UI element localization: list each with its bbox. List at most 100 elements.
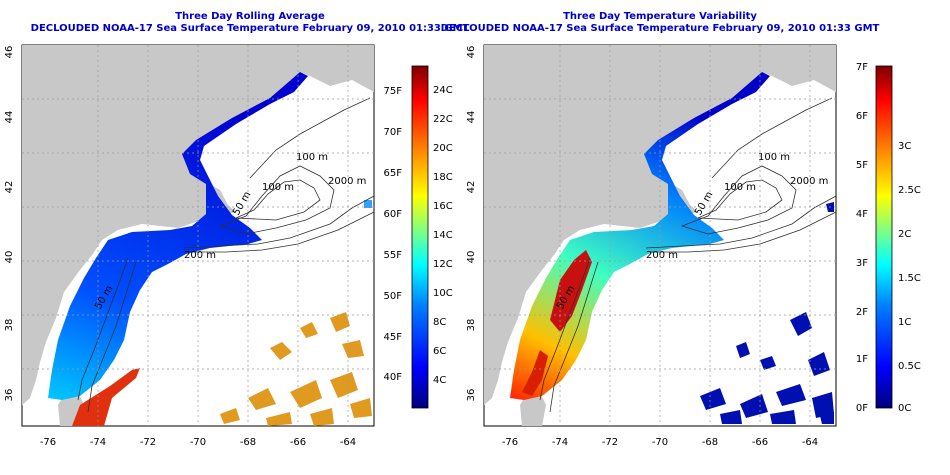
right-colorbar-label-c: 3C bbox=[898, 141, 911, 152]
left-colorbar-label-c: 24C bbox=[433, 85, 453, 96]
left-graticule bbox=[22, 45, 374, 426]
right-map: 100 m 2000 m 100 m 200 m 50 m 50 m -76 -… bbox=[466, 44, 921, 448]
left-warm-gulf-stream bbox=[72, 368, 140, 426]
right-x-tick: -70 bbox=[652, 437, 668, 448]
left-x-axis: -76 -74 -72 -70 -68 -66 -64 bbox=[40, 437, 356, 448]
right-colorbar-label-c: 1.5C bbox=[898, 273, 921, 284]
right-high-variability-core bbox=[550, 250, 592, 332]
left-land-nova-scotia bbox=[22, 45, 374, 405]
left-y-tick: 42 bbox=[4, 181, 15, 194]
right-colorbar-label-f: 5F bbox=[856, 160, 868, 171]
right-y-tick: 40 bbox=[466, 251, 477, 264]
right-colorbar-label-f: 0F bbox=[856, 403, 868, 414]
left-sst-coastal-band bbox=[48, 72, 308, 400]
right-colorbar-label-c: 0C bbox=[898, 403, 911, 414]
right-contour-label-4: 200 m bbox=[646, 250, 678, 261]
left-y-tick: 40 bbox=[4, 251, 15, 264]
right-bathymetry-contours bbox=[539, 97, 837, 413]
right-colorbar-label-c: 1C bbox=[898, 317, 911, 328]
right-colorbar-label-f: 2F bbox=[856, 307, 868, 318]
left-colorbar-label-f: 45F bbox=[384, 332, 403, 343]
right-colorbar-label-f: 7F bbox=[856, 62, 868, 73]
right-map-title-line1: Three Day Temperature Variability bbox=[563, 11, 757, 22]
left-colorbar-label-f: 40F bbox=[384, 372, 403, 383]
left-sst-offshore-patch bbox=[364, 200, 372, 208]
right-y-tick: 42 bbox=[466, 181, 477, 194]
left-contour-label-4: 200 m bbox=[184, 250, 216, 261]
right-x-tick: -66 bbox=[752, 437, 768, 448]
right-x-tick: -72 bbox=[602, 437, 618, 448]
left-colorbar-label-c: 18C bbox=[433, 172, 453, 183]
left-colorbar-label-f: 55F bbox=[384, 250, 403, 261]
left-y-axis: 36 38 40 42 44 46 bbox=[4, 46, 15, 402]
right-contour-label-3: 100 m bbox=[724, 182, 756, 193]
left-colorbar bbox=[411, 65, 429, 409]
right-colorbar-label-f: 1F bbox=[856, 354, 868, 365]
right-offshore-scatter bbox=[700, 202, 834, 424]
left-x-tick: -68 bbox=[240, 437, 256, 448]
right-colorbar-fahrenheit-labels: 7F 6F 5F 4F 3F 2F 1F 0F bbox=[856, 62, 868, 414]
left-y-tick: 44 bbox=[4, 111, 15, 124]
right-x-axis: -76 -74 -72 -70 -68 -66 -64 bbox=[502, 437, 818, 448]
left-colorbar-label-f: 60F bbox=[384, 209, 403, 220]
left-colorbar-label-c: 14C bbox=[433, 230, 453, 241]
right-colorbar bbox=[875, 65, 893, 409]
right-x-tick: -64 bbox=[802, 437, 818, 448]
left-x-tick: -74 bbox=[90, 437, 106, 448]
left-map: 100 m 2000 m 100 m 200 m 50 m 50 m -76 -… bbox=[4, 44, 453, 448]
right-contour-label-2: 2000 m bbox=[790, 176, 828, 187]
left-map-title: Three Day Rolling Average DECLOUDED NOAA… bbox=[20, 11, 480, 35]
left-colorbar-label-c: 4C bbox=[433, 375, 446, 386]
left-y-tick: 36 bbox=[4, 389, 15, 402]
left-colorbar-label-c: 20C bbox=[433, 143, 453, 154]
right-colorbar-label-c: 0.5C bbox=[898, 361, 921, 372]
left-colorbar-label-c: 12C bbox=[433, 259, 453, 270]
left-colorbar-celsius-labels: 24C 22C 20C 18C 16C 14C 12C 10C 8C 6C 4C bbox=[433, 85, 453, 386]
right-land-nova-scotia bbox=[484, 45, 836, 405]
left-x-tick: -64 bbox=[340, 437, 356, 448]
left-y-tick: 46 bbox=[4, 46, 15, 59]
left-colorbar-label-c: 6C bbox=[433, 346, 446, 357]
right-contour-label-1: 100 m bbox=[758, 152, 790, 163]
left-colorbar-fahrenheit-labels: 75F 70F 65F 60F 55F 50F 45F 40F bbox=[384, 86, 403, 383]
left-map-title-line1: Three Day Rolling Average bbox=[175, 11, 325, 22]
right-x-tick: -76 bbox=[502, 437, 518, 448]
left-map-title-line2: DECLOUDED NOAA-17 Sea Surface Temperatur… bbox=[30, 23, 470, 34]
left-colorbar-label-f: 70F bbox=[384, 127, 403, 138]
right-colorbar-celsius-labels: 3C 2.5C 2C 1.5C 1C 0.5C 0C bbox=[898, 141, 921, 414]
left-colorbar-label-c: 10C bbox=[433, 288, 453, 299]
left-contour-label-1: 100 m bbox=[296, 152, 328, 163]
left-bathymetry-contours bbox=[77, 97, 375, 413]
left-x-tick: -76 bbox=[40, 437, 56, 448]
right-variability-coastal-band bbox=[510, 72, 770, 400]
right-map-title: Three Day Temperature Variability DECLOU… bbox=[430, 11, 890, 35]
right-colorbar-label-f: 4F bbox=[856, 209, 868, 220]
left-contour-label-2: 2000 m bbox=[328, 176, 366, 187]
left-warm-scatter bbox=[220, 312, 372, 426]
left-y-tick: 38 bbox=[4, 319, 15, 332]
right-high-variability-south bbox=[522, 350, 548, 396]
right-colorbar-label-f: 6F bbox=[856, 111, 868, 122]
left-x-tick: -70 bbox=[190, 437, 206, 448]
right-y-tick: 46 bbox=[466, 46, 477, 59]
left-colorbar-label-c: 22C bbox=[433, 114, 453, 125]
right-x-tick: -74 bbox=[552, 437, 568, 448]
right-y-tick: 36 bbox=[466, 389, 477, 402]
right-y-axis: 36 38 40 42 44 46 bbox=[466, 46, 477, 402]
right-y-tick: 44 bbox=[466, 111, 477, 124]
left-colorbar-label-f: 50F bbox=[384, 291, 403, 302]
right-graticule bbox=[484, 45, 836, 426]
right-colorbar-label-c: 2C bbox=[898, 229, 911, 240]
left-contour-label-3: 100 m bbox=[262, 182, 294, 193]
right-y-tick: 38 bbox=[466, 319, 477, 332]
right-colorbar-label-f: 3F bbox=[856, 258, 868, 269]
left-colorbar-label-c: 8C bbox=[433, 317, 446, 328]
left-x-tick: -72 bbox=[140, 437, 156, 448]
left-x-tick: -66 bbox=[290, 437, 306, 448]
left-colorbar-label-c: 16C bbox=[433, 201, 453, 212]
left-colorbar-label-f: 65F bbox=[384, 168, 403, 179]
right-colorbar-label-c: 2.5C bbox=[898, 185, 921, 196]
right-map-title-line2: DECLOUDED NOAA-17 Sea Surface Temperatur… bbox=[440, 23, 880, 34]
left-colorbar-label-f: 75F bbox=[384, 86, 403, 97]
